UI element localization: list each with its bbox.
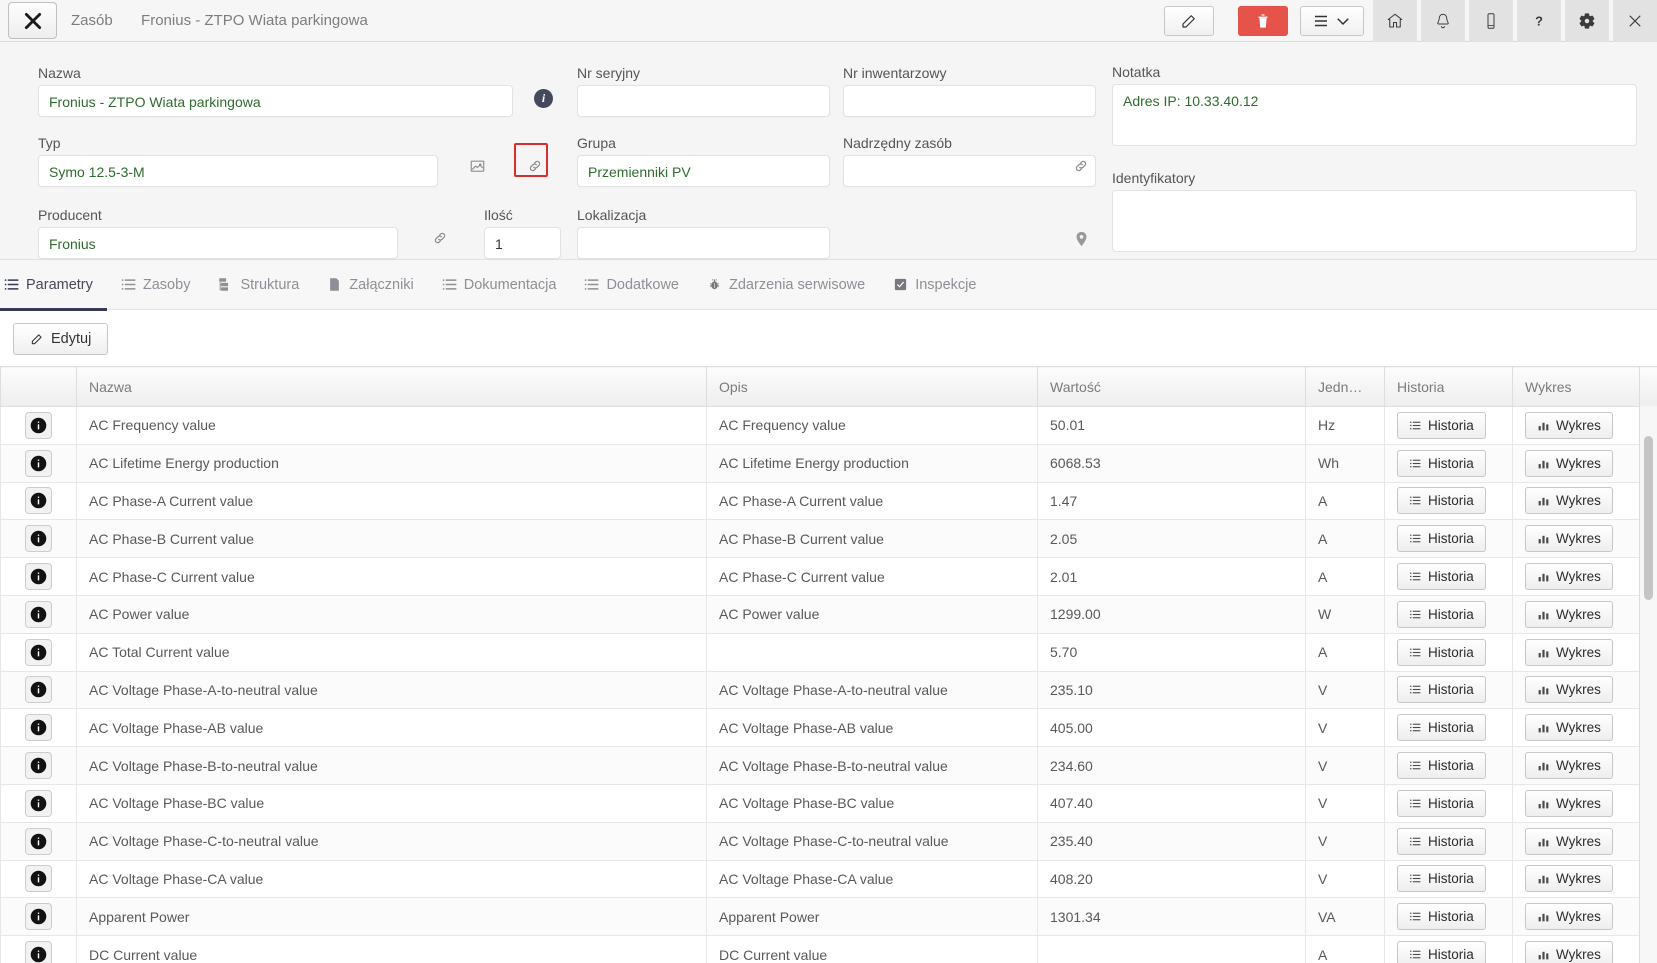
svg-text:?: ? [1535,14,1543,29]
